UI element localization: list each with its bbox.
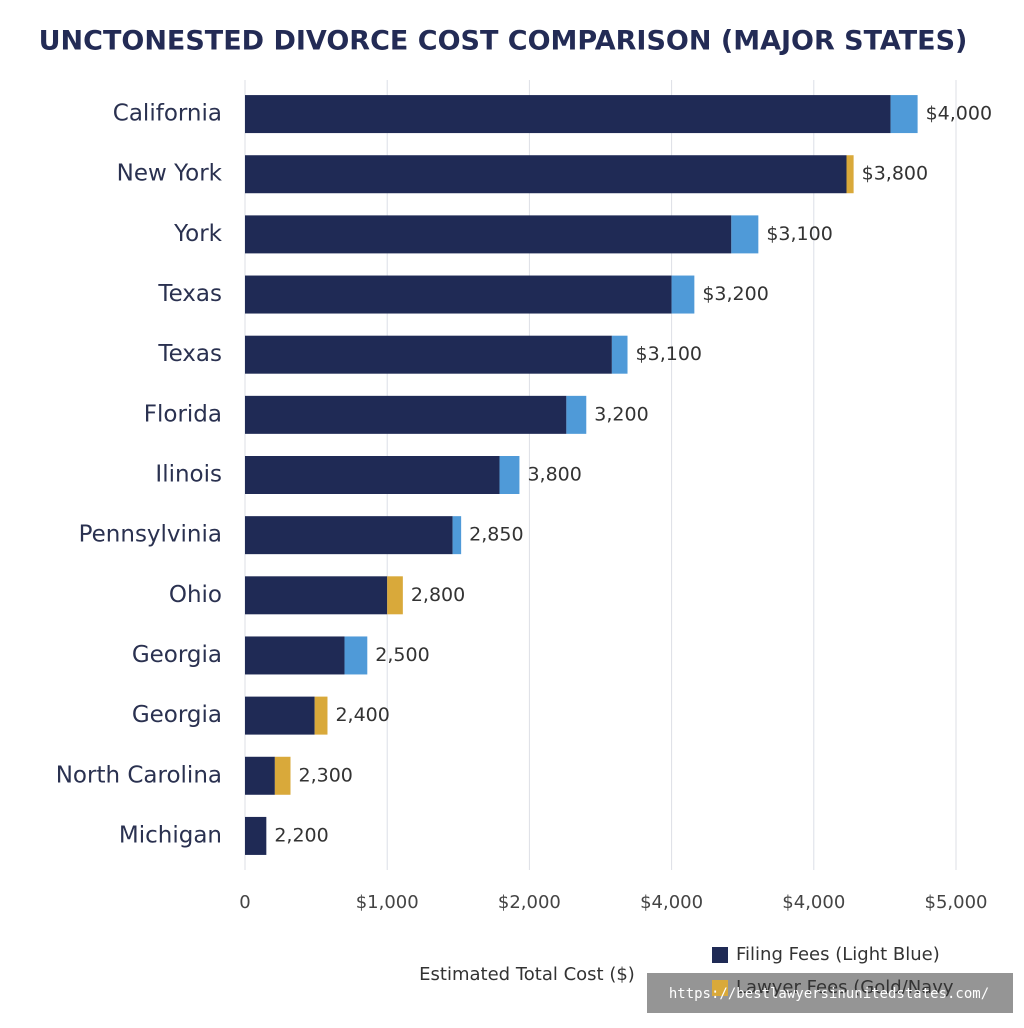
bar-annotation: 3,200	[594, 403, 648, 425]
bar-segment	[314, 696, 328, 735]
x-tick-label: $2,000	[498, 892, 561, 913]
legend-label: Lawyer Fees (Gold/Navy	[736, 977, 954, 998]
bar-annotation: 2,800	[411, 584, 465, 606]
bar-segment	[245, 215, 732, 254]
bar-annotation: 2,200	[274, 824, 328, 846]
bar-segment	[245, 456, 500, 494]
x-tick-label: $5,000	[925, 892, 988, 913]
y-tick-label: Pennsylvinia	[79, 522, 222, 548]
y-tick-label: Texas	[157, 281, 222, 307]
bar-segment	[452, 516, 462, 555]
watermark-box	[647, 973, 1013, 1013]
x-tick-label: $4,000	[782, 892, 845, 913]
bar-segment	[499, 456, 520, 494]
legend-label: Filing Fees (Light Blue)	[736, 944, 940, 965]
y-tick-label: Ohio	[169, 582, 222, 608]
bar-segment	[245, 155, 847, 194]
x-tick-label: $1,000	[356, 892, 419, 913]
y-tick-label: New York	[117, 161, 223, 187]
y-tick-label: Ilinois	[155, 462, 222, 488]
bar-segment	[890, 95, 918, 134]
bar-segment	[245, 636, 345, 675]
y-tick-label: North Carolina	[56, 762, 222, 788]
bar-annotation: $3,100	[766, 223, 832, 245]
bar-segment	[245, 335, 612, 374]
bar-segment	[245, 395, 567, 434]
x-tick-label: $4,000	[640, 892, 703, 913]
bar-annotation: $3,100	[636, 343, 702, 365]
bar-annotation: $4,000	[926, 103, 992, 125]
bar-segment	[245, 756, 275, 795]
y-tick-label: Michigan	[119, 822, 222, 848]
y-tick-label: York	[173, 221, 223, 247]
bar-segment	[611, 335, 628, 374]
chart-title: UNCTONESTED DIVORCE COST COMPARISON (MAJ…	[39, 26, 968, 57]
bar-segment	[245, 275, 672, 314]
bar-segment	[671, 275, 695, 314]
bar-annotation: $3,800	[862, 163, 928, 185]
bar-segment	[566, 395, 587, 434]
y-tick-label: Florida	[144, 401, 222, 427]
x-axis-label: Estimated Total Cost ($)	[419, 964, 635, 985]
bar-annotation: 3,800	[527, 464, 581, 486]
watermark: https://bestlawyersinunitedstates.com/	[669, 986, 989, 1002]
x-tick-label: 0	[239, 892, 250, 913]
bar-segment	[245, 816, 267, 855]
y-tick-label: Texas	[157, 341, 222, 367]
bar-segment	[731, 215, 759, 254]
y-tick-label: Georgia	[132, 642, 222, 668]
y-tick-label: Georgia	[132, 702, 222, 728]
legend-swatch	[712, 947, 728, 963]
bar-segment	[245, 516, 453, 555]
bar-annotation: 2,500	[375, 644, 429, 666]
bar-segment	[846, 155, 854, 194]
bar-segment	[387, 576, 403, 615]
bar-annotation: 2,300	[299, 764, 353, 786]
bar-segment	[245, 696, 315, 735]
bar-segment	[245, 95, 891, 134]
bar-annotation: 2,850	[469, 524, 523, 546]
y-tick-label: California	[113, 101, 222, 127]
legend-swatch	[712, 980, 728, 996]
bar-segment	[245, 576, 388, 615]
bar-segment	[344, 636, 368, 675]
bar-annotation: 2,400	[335, 704, 389, 726]
bar-segment	[274, 756, 291, 795]
bar-annotation: $3,200	[702, 283, 768, 305]
